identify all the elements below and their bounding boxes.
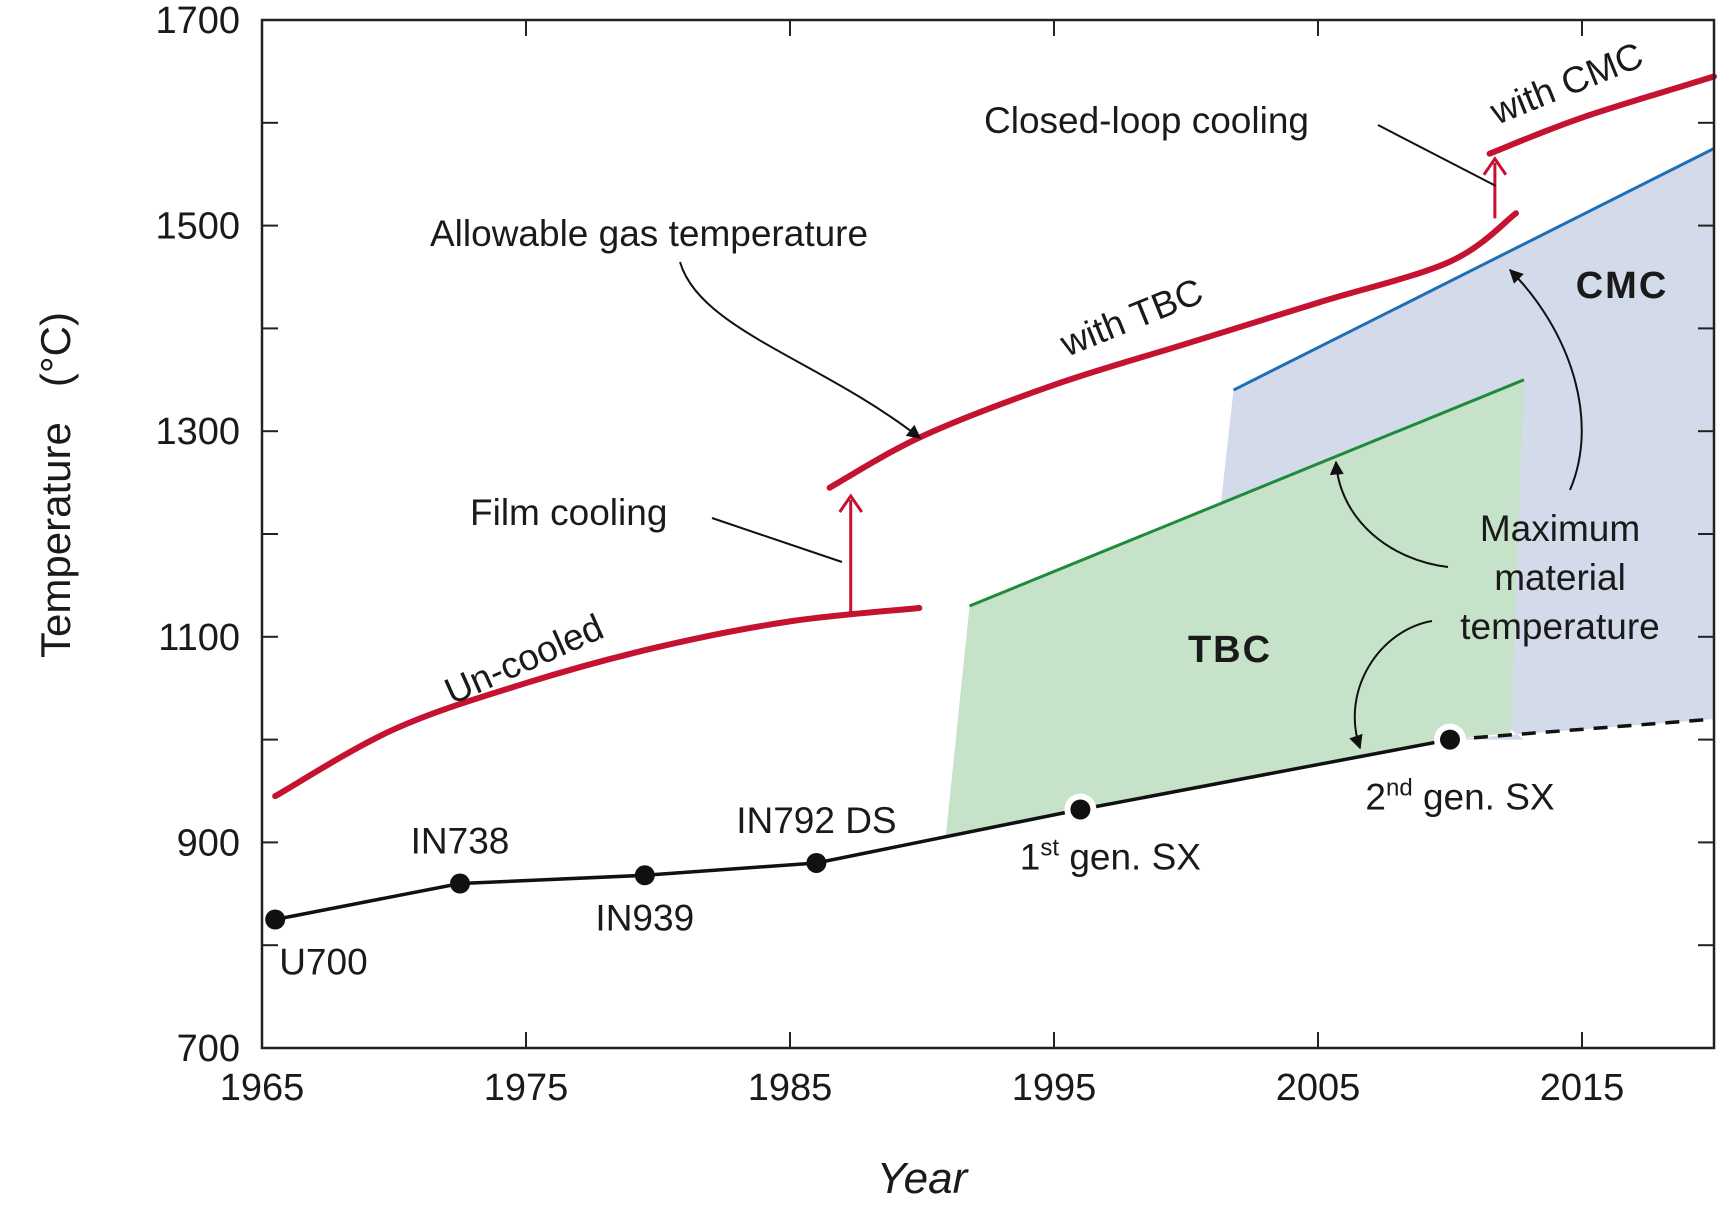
x-tick-label: 1995 xyxy=(1012,1067,1097,1109)
film-cooling-label: Film cooling xyxy=(470,492,667,533)
series-line-3 xyxy=(968,378,1525,608)
y-tick-label: 700 xyxy=(177,1028,240,1070)
max-material-label-line3: temperature xyxy=(1460,606,1660,647)
data-point xyxy=(806,852,827,873)
lines-layer xyxy=(272,73,1717,922)
data-point xyxy=(634,865,655,886)
x-axis-title: Year xyxy=(877,1154,970,1203)
series-line-1 xyxy=(826,210,1519,491)
base-max-leader xyxy=(1349,620,1433,750)
point-label: 2nd gen. SX xyxy=(1365,775,1554,818)
max-material-label-line2: material xyxy=(1494,557,1626,598)
max-material-label-line1: Maximum xyxy=(1480,508,1640,549)
point-label: IN939 xyxy=(595,897,694,938)
point-label: 1st gen. SX xyxy=(1020,835,1201,878)
regions-layer xyxy=(945,148,1714,837)
uncooled-label: Un-cooled xyxy=(439,606,610,712)
series-line-6 xyxy=(1449,717,1715,742)
annotation-layer xyxy=(679,124,1583,750)
data-point xyxy=(265,909,286,930)
points-layer: U700 IN738 IN939 IN792 DS 1st gen. SX 2nd gen… xyxy=(265,723,1555,983)
y-tick-label: 1700 xyxy=(155,0,240,42)
with-cmc-label: with CMC xyxy=(1484,34,1649,132)
x-tick-label: 2005 xyxy=(1276,1067,1361,1109)
data-point xyxy=(450,873,470,894)
point-label: U700 xyxy=(279,942,367,983)
point-label: IN738 xyxy=(411,821,510,862)
series-line-0 xyxy=(272,605,923,800)
point-label: IN792 DS xyxy=(736,800,896,841)
closed-loop-arrow-head xyxy=(1482,156,1508,176)
closed-loop-cooling-label: Closed-loop cooling xyxy=(984,100,1309,141)
axes-layer: 1965 1975 1985 1995 2005 2015 700 900 1100 1300 15… xyxy=(155,0,1716,1109)
cmc-region-label: CMC xyxy=(1576,265,1669,307)
y-axis-title: Temperature (°C) xyxy=(32,312,79,658)
series-line-4 xyxy=(1232,147,1715,392)
film-cooling-arrow-head xyxy=(838,493,863,513)
tbc-region xyxy=(945,379,1524,837)
with-tbc-label: with TBC xyxy=(1054,270,1209,364)
data-point xyxy=(1440,729,1460,750)
data-point xyxy=(1070,799,1091,820)
y-tick-label: 1300 xyxy=(155,411,240,453)
tbc-region-label: TBC xyxy=(1188,629,1272,671)
cmc-max-leader xyxy=(1509,269,1583,491)
x-tick-label: 2015 xyxy=(1540,1067,1625,1109)
x-tick-label: 1965 xyxy=(220,1067,305,1109)
allowable-leader xyxy=(679,261,922,439)
y-tick-label: 900 xyxy=(177,822,240,864)
x-tick-label: 1985 xyxy=(748,1067,833,1109)
series-line-5 xyxy=(274,737,1451,922)
allowable-gas-temperature-label: Allowable gas temperature xyxy=(430,213,868,254)
series-line-2 xyxy=(1486,73,1717,157)
film-cooling-leader xyxy=(711,517,843,563)
y-tick-label: 1100 xyxy=(158,617,240,659)
tbc-max-leader xyxy=(1329,460,1449,568)
closed-loop-leader xyxy=(1377,124,1497,187)
y-tick-label: 1500 xyxy=(155,206,240,248)
x-tick-label: 1975 xyxy=(484,1067,569,1109)
